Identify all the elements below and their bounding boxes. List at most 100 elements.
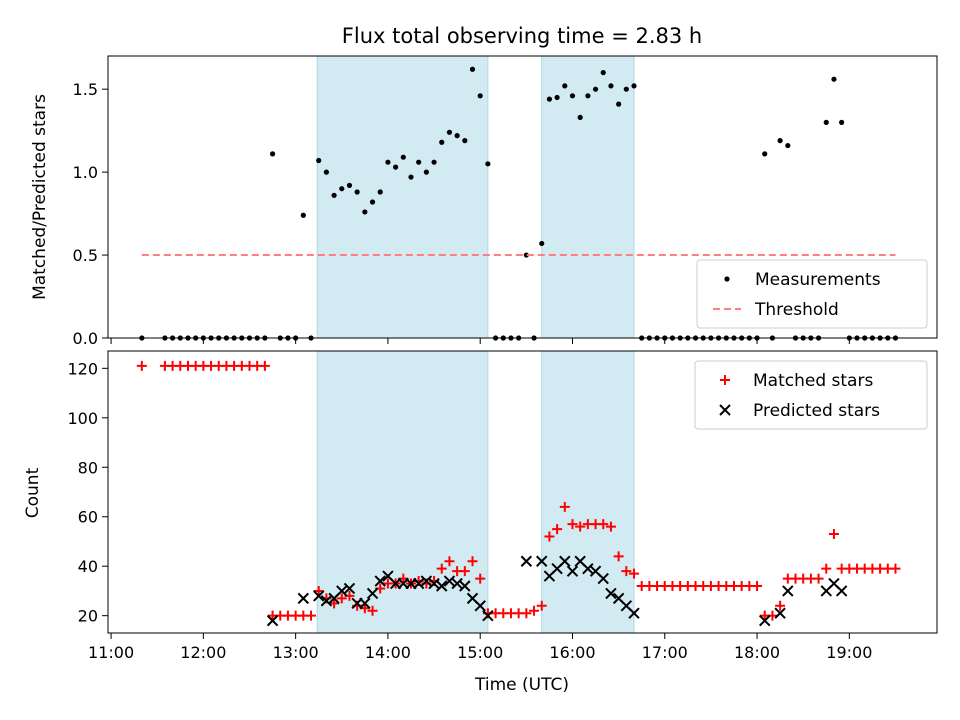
data-point [136, 360, 147, 371]
data-point [297, 592, 310, 605]
data-point [616, 101, 622, 107]
data-point [567, 519, 578, 530]
data-point [454, 133, 460, 139]
data-point [436, 563, 447, 574]
legend-box [694, 360, 928, 430]
legend-label: Threshold [754, 300, 839, 320]
data-point [566, 565, 579, 577]
data-point [536, 555, 548, 567]
data-point [431, 159, 437, 165]
legend-label: Predicted stars [753, 401, 880, 421]
data-point [631, 83, 637, 89]
data-point [600, 69, 606, 76]
data-point [385, 159, 391, 165]
data-point [575, 521, 586, 532]
data-point [474, 600, 486, 612]
data-point [400, 154, 406, 160]
data-point [316, 157, 322, 164]
x-tick-label: 19:00 [826, 643, 872, 662]
data-point [362, 209, 368, 215]
plot-frame [107, 55, 938, 339]
y-tick-label: 1.0 [73, 163, 98, 182]
data-point [605, 521, 616, 532]
data-point [831, 76, 837, 82]
x-tick-label: 15:00 [457, 643, 503, 662]
data-point [343, 582, 356, 595]
data-point [835, 585, 848, 597]
data-point [367, 605, 378, 616]
data-point [785, 142, 791, 149]
data-point [539, 240, 545, 247]
data-point [821, 563, 832, 574]
data-point [359, 597, 371, 610]
data-point [762, 151, 768, 157]
x-axis-label: Time (UTC) [474, 675, 569, 695]
data-point [393, 164, 399, 170]
data-point [313, 590, 325, 602]
data-point [416, 159, 422, 165]
data-point [839, 119, 845, 125]
data-point [569, 93, 576, 99]
legend-marker [720, 375, 730, 385]
data-point [369, 199, 376, 205]
data-point [823, 119, 829, 125]
data-point [459, 580, 471, 592]
legend: Matched stars Predicted stars [694, 360, 928, 430]
data-point [592, 86, 599, 92]
data-point [444, 556, 455, 567]
data-point [469, 66, 476, 72]
data-point [320, 595, 333, 607]
data-point [529, 605, 540, 616]
data-point [813, 573, 824, 584]
legend-box [696, 259, 928, 329]
data-point [562, 83, 568, 89]
data-point [329, 598, 340, 609]
data-point [428, 577, 440, 590]
data-point [759, 614, 771, 627]
data-point [628, 607, 640, 619]
data-point [559, 501, 570, 512]
x-tick-label: 11:00 [88, 643, 134, 662]
y-tick-label: 0.0 [73, 329, 98, 348]
data-point [446, 129, 453, 135]
data-point [485, 161, 491, 167]
y-tick-label: 40 [78, 557, 98, 576]
data-point [331, 192, 337, 198]
data-point [266, 614, 279, 627]
y-axis-ticks: 0.0 0.5 1.0 1.5 [73, 80, 108, 348]
y-axis-ticks: 20 40 60 80 100 120 [67, 359, 108, 626]
data-point [459, 566, 470, 577]
data-point [828, 529, 839, 540]
x-tick-label: 12:00 [180, 643, 226, 662]
y-tick-label: 1.5 [73, 80, 98, 99]
data-point [536, 600, 547, 611]
x-tick-label: 16:00 [549, 643, 595, 662]
x-tick-label: 13:00 [273, 643, 319, 662]
observing-span-2 [541, 350, 635, 634]
legend: Measurements Threshold [696, 259, 928, 329]
data-point [777, 138, 783, 144]
data-point [554, 94, 560, 101]
x-tick-label: 18:00 [734, 643, 780, 662]
data-point [366, 587, 379, 600]
data-point [313, 585, 324, 596]
data-point [621, 566, 632, 577]
data-point [577, 114, 583, 120]
data-point [300, 212, 306, 218]
data-point [890, 563, 901, 574]
data-point [467, 556, 478, 567]
data-point [477, 93, 483, 99]
legend-marker [724, 276, 730, 282]
plot-frame [107, 350, 938, 634]
data-point [336, 585, 348, 597]
data-point [629, 568, 640, 579]
data-point [306, 610, 317, 621]
data-point [439, 139, 445, 145]
data-point [443, 575, 456, 587]
data-point [436, 580, 448, 592]
data-point [608, 83, 614, 89]
observing-span-1 [316, 55, 489, 339]
chart-title: Flux total observing time = 2.83 h [342, 24, 702, 48]
y-tick-label: 120 [67, 359, 98, 378]
top-panel: 0.0 0.5 1.0 1.5 Matched/Predicted stars Mea… [30, 55, 938, 348]
